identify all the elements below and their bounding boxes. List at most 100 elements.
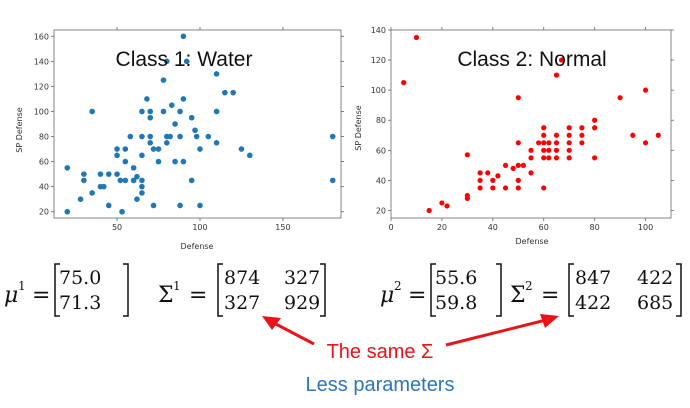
right-bracket: [496, 263, 502, 317]
scatter-point: [150, 146, 157, 152]
scatter-point: [541, 155, 547, 161]
less-parameters-label: Less parameters: [306, 374, 455, 396]
arrow-right: [445, 318, 547, 347]
y-tick-label: 20: [376, 206, 386, 215]
scatter-point: [139, 152, 145, 159]
plot-frame: [390, 29, 672, 219]
scatter-point: [490, 177, 496, 183]
scatter-point: [520, 162, 526, 168]
chart-water: 20 40 60 80 100 120 140 160 50 100 150 Class 1: W…: [15, 27, 344, 251]
scatter-point: [515, 140, 521, 146]
scatter-point: [490, 185, 496, 191]
scatter-point: [642, 140, 649, 146]
mu-value: 75.0: [59, 267, 101, 289]
scatter-point: [177, 108, 183, 115]
y-tick-label: 80: [39, 133, 49, 142]
scatter-point: [172, 158, 178, 165]
sigma-value: 847: [575, 267, 611, 289]
y-tick-label: 140: [34, 57, 49, 66]
scatter-point: [164, 140, 170, 146]
scatter-point: [114, 146, 120, 152]
scatter-point: [147, 133, 154, 140]
equals-sign: =: [408, 283, 426, 308]
sigma-value: 422: [575, 292, 611, 314]
scatter-point: [122, 158, 129, 165]
scatter-point: [536, 140, 542, 146]
y-tick-label: 60: [39, 158, 49, 167]
left-bracket: [568, 263, 574, 317]
scatter-point: [97, 171, 104, 177]
scatter-point: [592, 125, 598, 131]
scatter-point: [528, 155, 534, 161]
scatter-point: [515, 162, 521, 168]
scatter-point: [528, 170, 534, 176]
scatter-point: [464, 152, 470, 158]
sigma-value: 874: [224, 267, 260, 289]
scatter-point: [579, 140, 585, 146]
scatter-point: [222, 89, 228, 96]
scatter-point: [642, 87, 649, 93]
scatter-point: [213, 71, 220, 77]
scatter-point: [64, 208, 71, 215]
scatter-point: [183, 58, 190, 65]
scatter-point: [541, 140, 547, 146]
scatter-point: [139, 190, 145, 196]
plot-frame: [53, 29, 342, 219]
scatter-point: [197, 146, 203, 152]
y-tick-label: 40: [39, 183, 49, 192]
scatter-point: [230, 89, 236, 96]
scatter-point: [510, 165, 516, 171]
scatter-point: [180, 96, 187, 102]
scatter-point: [188, 114, 195, 121]
right-bracket: [676, 263, 682, 317]
x-tick-label: 80: [590, 223, 600, 232]
x-tick-label: 60: [539, 223, 549, 232]
scatter-point: [566, 155, 572, 161]
sigma-value: 422: [637, 267, 673, 289]
right-bracket: [320, 263, 326, 317]
y-tick-label: 120: [371, 56, 386, 65]
y-tick-label: 140: [371, 26, 386, 35]
scatter-point: [130, 177, 137, 184]
scatter-point: [105, 171, 112, 177]
x-axis-label: Defense: [516, 237, 549, 246]
scatter-point: [127, 133, 134, 140]
left-bracket: [217, 263, 223, 317]
scatter-point: [213, 108, 220, 115]
equals-sign: =: [541, 283, 559, 308]
scatter-point: [167, 133, 173, 140]
scatter-point: [164, 58, 170, 65]
scatter-point: [172, 121, 178, 127]
scatter-point: [541, 185, 547, 191]
sigma-value: 685: [637, 292, 673, 314]
scatter-point: [114, 152, 120, 159]
scatter-point: [579, 132, 585, 138]
scatter-point: [655, 132, 661, 138]
mu-superscript: 2: [394, 279, 402, 293]
sigma-superscript: 1: [173, 279, 181, 293]
scatter-point: [147, 140, 154, 146]
scatter-point: [64, 165, 71, 171]
scatter-point: [160, 108, 167, 115]
scatter-point: [329, 177, 336, 184]
arrow-left-head: [262, 316, 281, 330]
y-tick-label: 100: [34, 107, 49, 116]
scatter-point: [515, 95, 521, 101]
scatter-point: [495, 173, 501, 179]
covariance-matrix-2: Σ 2 = 847 422 422 685: [510, 263, 682, 317]
arrow-left: [271, 320, 315, 346]
scatter-point: [553, 147, 560, 153]
sigma-symbol: Σ: [510, 283, 526, 308]
scatter-point: [464, 195, 470, 202]
y-tick-label: 20: [39, 208, 49, 217]
y-tick-label: 60: [376, 146, 386, 155]
sigma-value: 929: [284, 292, 320, 314]
scatter-point: [139, 183, 145, 190]
left-bracket: [430, 263, 436, 317]
scatter-point: [477, 185, 483, 191]
scatter-point: [566, 125, 572, 131]
scatter-point: [553, 155, 560, 161]
right-bracket: [123, 263, 129, 317]
scatter-point: [180, 158, 187, 165]
scatter-point: [177, 133, 183, 140]
